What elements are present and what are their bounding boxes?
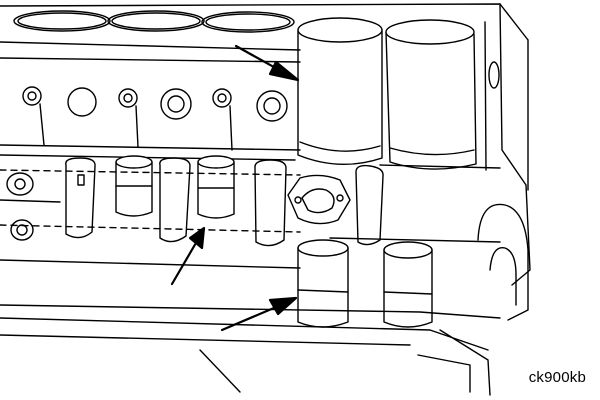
arrow-to-cam-bearing (172, 236, 200, 284)
arrowhead-main-bearing (270, 298, 296, 314)
arrowhead-cam-bearing (190, 228, 204, 248)
oil-port-flange (288, 175, 350, 223)
side-bosses (7, 173, 33, 240)
arrowhead-liner (270, 62, 298, 80)
cylinder-liners (298, 18, 476, 169)
cam-bearings-upper (116, 156, 234, 218)
main-bearings-lower (298, 240, 432, 327)
engine-block-outline (0, 4, 530, 395)
main-bearing-webs (66, 158, 383, 246)
figure-code: ck900kb (528, 369, 586, 386)
leader-arrows (172, 46, 298, 330)
lifter-bosses (23, 87, 287, 150)
